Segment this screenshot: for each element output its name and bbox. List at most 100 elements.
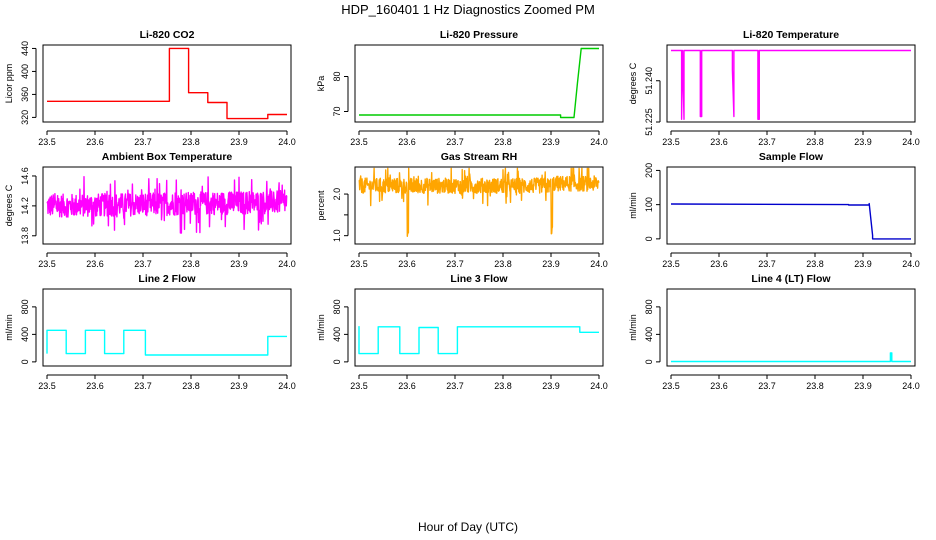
x-axis: 23.5 23.6 23.7 23.8 23.9 24.0 bbox=[350, 374, 608, 391]
y-axis-label: degrees C bbox=[628, 62, 638, 104]
x-tick-label: 23.7 bbox=[758, 259, 776, 269]
panel-title: Line 4 (LT) Flow bbox=[751, 273, 831, 285]
x-axis: 23.5 23.6 23.7 23.8 23.9 24.0 bbox=[350, 130, 608, 147]
y-axis-label: ml/min bbox=[628, 314, 638, 341]
x-axis: 23.5 23.6 23.7 23.8 23.9 24.0 bbox=[350, 252, 608, 269]
y-axis-label: ml/min bbox=[628, 192, 638, 219]
y-tick-label: 0 bbox=[644, 359, 654, 364]
series-line bbox=[358, 326, 599, 355]
y-axis: 0 400 800 bbox=[332, 299, 349, 364]
x-tick-label: 23.5 bbox=[38, 381, 56, 391]
x-axis: 23.5 23.6 23.7 23.8 23.9 24.0 bbox=[662, 252, 920, 269]
x-tick-label: 23.9 bbox=[542, 137, 560, 147]
y-axis: 0 100 200 bbox=[644, 163, 661, 241]
plot-frame bbox=[354, 44, 604, 123]
x-tick-label: 23.6 bbox=[86, 137, 104, 147]
panel-title: Li-820 Pressure bbox=[440, 29, 518, 41]
panel-title: Li-820 Temperature bbox=[743, 29, 839, 41]
x-tick-label: 23.9 bbox=[854, 259, 872, 269]
panel-5: Gas Stream RH 23.5 23.6 23.7 23.8 23.9 24.0 1.0… bbox=[316, 151, 608, 269]
y-tick-label: 360 bbox=[20, 87, 30, 102]
x-tick-label: 24.0 bbox=[278, 137, 296, 147]
y-tick-label: 0 bbox=[332, 359, 342, 364]
y-tick-label: 0 bbox=[20, 359, 30, 364]
x-tick-label: 24.0 bbox=[590, 381, 608, 391]
x-tick-label: 23.6 bbox=[86, 381, 104, 391]
x-tick-label: 23.6 bbox=[86, 259, 104, 269]
x-tick-label: 23.8 bbox=[182, 137, 200, 147]
y-axis-label: kPa bbox=[316, 76, 326, 92]
x-tick-label: 23.7 bbox=[134, 259, 152, 269]
y-tick-label: 440 bbox=[20, 41, 30, 56]
x-tick-label: 23.7 bbox=[758, 381, 776, 391]
x-tick-label: 23.6 bbox=[398, 259, 416, 269]
series-line bbox=[358, 167, 600, 238]
x-tick-label: 23.5 bbox=[350, 381, 368, 391]
y-tick-label: 320 bbox=[20, 110, 30, 125]
x-tick-label: 23.5 bbox=[350, 137, 368, 147]
y-tick-label: 2.0 bbox=[332, 188, 342, 201]
series-line bbox=[46, 329, 287, 356]
panel-7: Line 2 Flow 23.5 23.6 23.7 23.8 23.9 24.0 0 400 8… bbox=[4, 273, 296, 391]
x-tick-label: 23.8 bbox=[494, 259, 512, 269]
series-line bbox=[46, 175, 288, 234]
series-line bbox=[671, 352, 911, 363]
y-axis: 13.8 14.2 14.6 bbox=[20, 167, 37, 245]
panel-title: Sample Flow bbox=[759, 151, 824, 163]
y-axis-label: ml/min bbox=[316, 314, 326, 341]
x-tick-label: 23.9 bbox=[542, 259, 560, 269]
x-tick-label: 23.8 bbox=[806, 259, 824, 269]
x-axis: 23.5 23.6 23.7 23.8 23.9 24.0 bbox=[38, 374, 296, 391]
y-axis: 1.0 2.0 bbox=[332, 188, 349, 242]
plot-frame bbox=[354, 166, 604, 245]
plot-frame bbox=[666, 288, 916, 367]
x-tick-label: 23.7 bbox=[446, 381, 464, 391]
y-tick-label: 51.240 bbox=[644, 67, 654, 95]
y-axis: 51.225 51.240 bbox=[644, 67, 661, 136]
x-tick-label: 24.0 bbox=[590, 137, 608, 147]
x-tick-label: 23.8 bbox=[494, 137, 512, 147]
x-tick-label: 24.0 bbox=[902, 381, 920, 391]
series-line bbox=[47, 47, 287, 120]
y-axis: 320 360 400 440 bbox=[20, 41, 37, 125]
x-tick-label: 23.8 bbox=[182, 259, 200, 269]
x-tick-label: 23.8 bbox=[806, 381, 824, 391]
y-tick-label: 400 bbox=[20, 327, 30, 342]
x-tick-label: 23.9 bbox=[542, 381, 560, 391]
main-title: HDP_160401 1 Hz Diagnostics Zoomed PM bbox=[341, 2, 595, 17]
x-tick-label: 23.8 bbox=[806, 137, 824, 147]
panel-title: Line 3 Flow bbox=[450, 273, 508, 285]
y-tick-label: 14.6 bbox=[20, 167, 30, 185]
x-axis-label: Hour of Day (UTC) bbox=[418, 520, 518, 534]
y-tick-label: 70 bbox=[332, 106, 342, 116]
x-tick-label: 23.7 bbox=[134, 137, 152, 147]
x-tick-label: 23.9 bbox=[230, 137, 248, 147]
y-tick-label: 400 bbox=[20, 64, 30, 79]
x-tick-label: 23.5 bbox=[662, 137, 680, 147]
y-tick-label: 200 bbox=[644, 163, 654, 178]
x-axis: 23.5 23.6 23.7 23.8 23.9 24.0 bbox=[662, 374, 920, 391]
series-line bbox=[671, 49, 911, 121]
panel-3: Li-820 Temperature 23.5 23.6 23.7 23.8 23.9 24… bbox=[628, 29, 920, 147]
x-axis: 23.5 23.6 23.7 23.8 23.9 24.0 bbox=[662, 130, 920, 147]
y-axis: 0 400 800 bbox=[20, 299, 37, 364]
panel-2: Li-820 Pressure 23.5 23.6 23.7 23.8 23.9 24.0 7… bbox=[316, 29, 608, 147]
y-tick-label: 51.225 bbox=[644, 108, 654, 136]
y-tick-label: 0 bbox=[644, 236, 654, 241]
y-axis-label: Licor ppm bbox=[4, 64, 14, 104]
y-axis: 70 80 bbox=[332, 71, 349, 117]
plot-frame bbox=[666, 44, 916, 123]
panel-title: Line 2 Flow bbox=[138, 273, 196, 285]
series-line bbox=[670, 202, 911, 240]
x-axis: 23.5 23.6 23.7 23.8 23.9 24.0 bbox=[38, 130, 296, 147]
x-tick-label: 24.0 bbox=[278, 381, 296, 391]
x-tick-label: 24.0 bbox=[590, 259, 608, 269]
x-tick-label: 23.7 bbox=[134, 381, 152, 391]
x-tick-label: 23.9 bbox=[854, 137, 872, 147]
x-tick-label: 23.6 bbox=[398, 381, 416, 391]
panel-9: Line 4 (LT) Flow 23.5 23.6 23.7 23.8 23.9 24.0… bbox=[628, 273, 920, 391]
y-tick-label: 80 bbox=[332, 71, 342, 81]
y-tick-label: 800 bbox=[644, 299, 654, 314]
plot-frame bbox=[354, 288, 604, 367]
